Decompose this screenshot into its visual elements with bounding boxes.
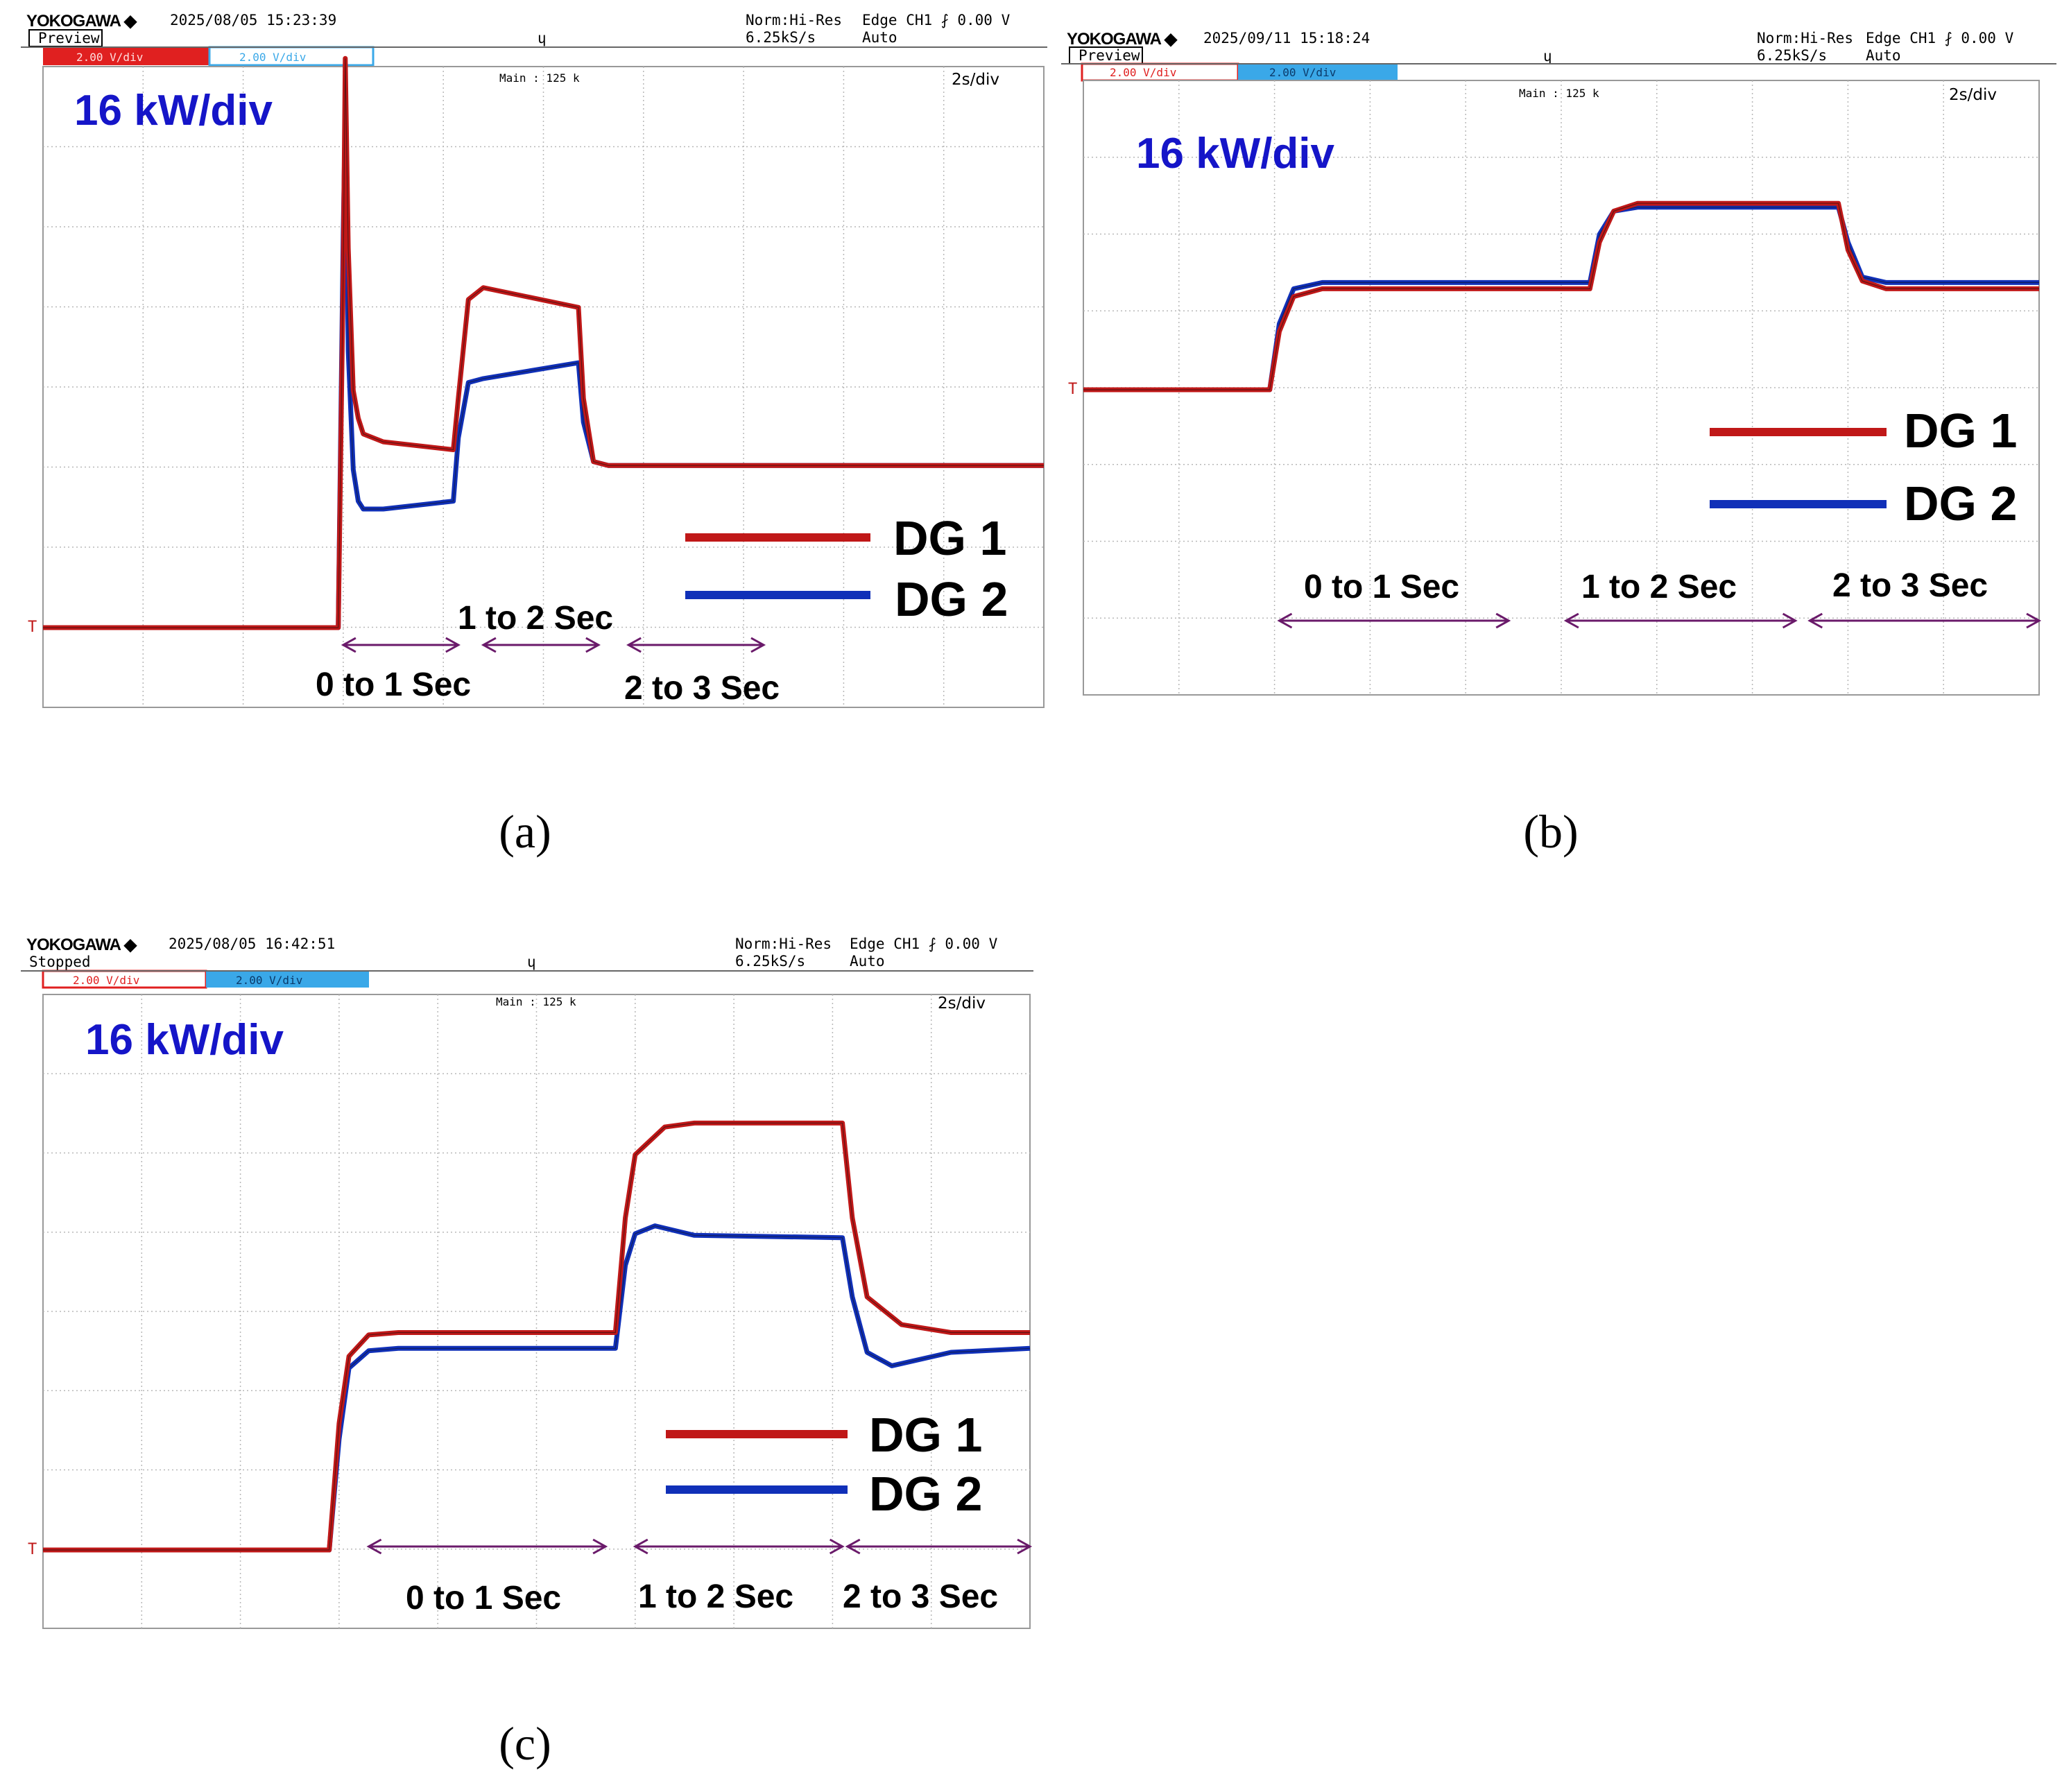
series-core-dg1-b xyxy=(1083,203,2039,390)
interval-a-1: 1 to 2 Sec xyxy=(458,600,613,637)
scope-a-mode: Preview xyxy=(38,30,100,46)
scope-b-trigger-pos-icon: ɥ xyxy=(1543,48,1552,64)
scope-a-brand: YOKOGAWA ◆ xyxy=(26,12,137,31)
plot-b: T xyxy=(1068,80,2040,696)
arrowhead-right-c-0 xyxy=(592,1538,608,1555)
ground-marker-icon-a: T xyxy=(28,619,37,636)
interval-c-2: 2 to 3 Sec xyxy=(843,1578,998,1615)
scope-c-ch2-scale: 2.00 V/div xyxy=(236,974,302,987)
caption-a: (a) xyxy=(499,805,551,858)
scope-c-acq1: Norm:Hi-Res xyxy=(735,936,832,952)
interval-c-1: 1 to 2 Sec xyxy=(638,1578,793,1615)
panel-a: YOKOGAWA ◆ 2025/08/05 15:23:39 Norm:Hi-R… xyxy=(0,0,1054,858)
scope-b-ch1-scale: 2.00 V/div xyxy=(1110,66,1176,79)
arrowhead-right-a-2 xyxy=(750,637,766,653)
arrowhead-right-b-0 xyxy=(1495,612,1511,629)
legend-dg2-label-b: DG 2 xyxy=(1904,476,2017,531)
scale-label-a: 16 kW/div xyxy=(74,87,273,135)
scope-c-ch1-scale: 2.00 V/div xyxy=(73,974,139,987)
legend-dg2-label-c: DG 2 xyxy=(869,1467,982,1521)
scope-a-trig2: Auto xyxy=(862,29,897,46)
arrowhead-left-b-1 xyxy=(1563,612,1579,629)
scope-a-acq2: 6.25kS/s xyxy=(746,29,816,46)
caption-b: (b) xyxy=(1523,805,1579,858)
scope-c-svg: YOKOGAWA ◆ 2025/08/05 16:42:51 Norm:Hi-R… xyxy=(21,936,1033,1629)
scope-b-trig1: Edge CH1 ⨏ 0.00 V xyxy=(1866,30,2014,46)
arrows-b xyxy=(1277,612,2042,629)
arrowhead-left-c-0 xyxy=(366,1538,382,1555)
scope-c-brand: YOKOGAWA ◆ xyxy=(26,936,137,954)
arrowhead-right-b-1 xyxy=(1782,612,1798,629)
arrowhead-right-a-0 xyxy=(445,637,461,653)
scope-a-ch1-scale: 2.00 V/div xyxy=(76,51,143,64)
arrowhead-left-a-1 xyxy=(481,637,497,653)
scope-b-brand: YOKOGAWA ◆ xyxy=(1067,30,1178,49)
scope-a-trigger-pos-icon: ɥ xyxy=(538,30,547,46)
scope-a-timediv: 2s/div xyxy=(952,71,999,89)
interval-b-2: 2 to 3 Sec xyxy=(1832,567,1988,604)
ground-marker-icon-c: T xyxy=(28,1541,37,1558)
scope-a-svg: YOKOGAWA ◆ 2025/08/05 15:23:39 Norm:Hi-R… xyxy=(21,12,1047,708)
scope-c-ch2-badge xyxy=(206,971,369,988)
panel-b: YOKOGAWA ◆ 2025/09/11 15:18:24 Norm:Hi-R… xyxy=(1054,0,2062,858)
scope-c-acq2: 6.25kS/s xyxy=(735,953,805,970)
arrowhead-right-a-1 xyxy=(585,637,601,653)
scope-b-timestamp: 2025/09/11 15:18:24 xyxy=(1203,30,1370,46)
legend-dg1-label-c: DG 1 xyxy=(869,1408,982,1462)
arrows-a xyxy=(341,637,766,653)
scope-b-mode: Preview xyxy=(1079,47,1140,64)
scope-b-acq2: 6.25kS/s xyxy=(1757,47,1827,64)
arrowhead-left-b-0 xyxy=(1277,612,1293,629)
scope-c-trigger-pos-icon: ɥ xyxy=(527,954,536,970)
scope-a-ch2-scale: 2.00 V/div xyxy=(239,51,306,64)
scope-b-trig2: Auto xyxy=(1866,47,1901,64)
scope-c-timediv: 2s/div xyxy=(938,994,986,1013)
scope-a-main: Main : 125 k xyxy=(499,71,580,85)
scope-b-timediv: 2s/div xyxy=(1949,86,1997,104)
scope-c-mode: Stopped xyxy=(29,954,91,970)
scope-c-trig2: Auto xyxy=(850,953,885,970)
scope-b-acq1: Norm:Hi-Res xyxy=(1757,30,1853,46)
scope-c-ch1-badge xyxy=(42,970,207,989)
scope-a-ch1-badge xyxy=(43,47,209,65)
series-core-dg1-c xyxy=(43,1122,1030,1551)
arrowhead-left-c-1 xyxy=(633,1538,648,1555)
arrowhead-left-b-2 xyxy=(1807,612,1823,629)
scope-b-main: Main : 125 k xyxy=(1519,87,1599,100)
legend-dg2-label-a: DG 2 xyxy=(895,572,1008,626)
scope-b-ch2-scale: 2.00 V/div xyxy=(1269,66,1336,79)
arrowhead-right-b-2 xyxy=(2026,612,2042,629)
series-core-dg1-a xyxy=(43,58,1044,628)
arrowhead-left-c-2 xyxy=(845,1538,861,1555)
scope-c-trig1: Edge CH1 ⨏ 0.00 V xyxy=(850,936,998,952)
scope-b-mode-box xyxy=(1069,46,1143,64)
scope-a-trig1: Edge CH1 ⨏ 0.00 V xyxy=(862,12,1011,28)
scope-c-timestamp: 2025/08/05 16:42:51 xyxy=(169,936,335,952)
arrows-c xyxy=(366,1538,1033,1555)
interval-c-0: 0 to 1 Sec xyxy=(406,1580,561,1617)
scope-a-timestamp: 2025/08/05 15:23:39 xyxy=(170,12,336,28)
arrowhead-left-a-2 xyxy=(626,637,642,653)
legend-dg1-label-b: DG 1 xyxy=(1904,404,2017,458)
scope-b-svg: YOKOGAWA ◆ 2025/09/11 15:18:24 Norm:Hi-R… xyxy=(1061,30,2056,696)
legend-dg1-label-a: DG 1 xyxy=(893,511,1006,565)
scope-b-ch2-badge xyxy=(1238,64,1398,80)
panel-c: YOKOGAWA ◆ 2025/08/05 16:42:51 Norm:Hi-R… xyxy=(0,922,1054,1792)
interval-a-2: 2 to 3 Sec xyxy=(624,670,780,707)
interval-b-1: 1 to 2 Sec xyxy=(1581,569,1737,605)
scope-c-main: Main : 125 k xyxy=(496,995,576,1008)
scope-a-acq1: Norm:Hi-Res xyxy=(746,12,842,28)
interval-b-0: 0 to 1 Sec xyxy=(1304,569,1459,605)
scale-label-c: 16 kW/div xyxy=(85,1016,284,1064)
arrowhead-right-c-1 xyxy=(829,1538,845,1555)
scale-label-b: 16 kW/div xyxy=(1136,130,1335,178)
interval-a-0: 0 to 1 Sec xyxy=(316,666,471,703)
caption-c: (c) xyxy=(499,1717,551,1770)
plot-c: T xyxy=(28,994,1031,1629)
plot-a: T xyxy=(28,55,1045,708)
arrowhead-right-c-2 xyxy=(1017,1538,1033,1555)
arrowhead-left-a-0 xyxy=(341,637,356,653)
ground-marker-icon-b: T xyxy=(1068,381,1077,398)
